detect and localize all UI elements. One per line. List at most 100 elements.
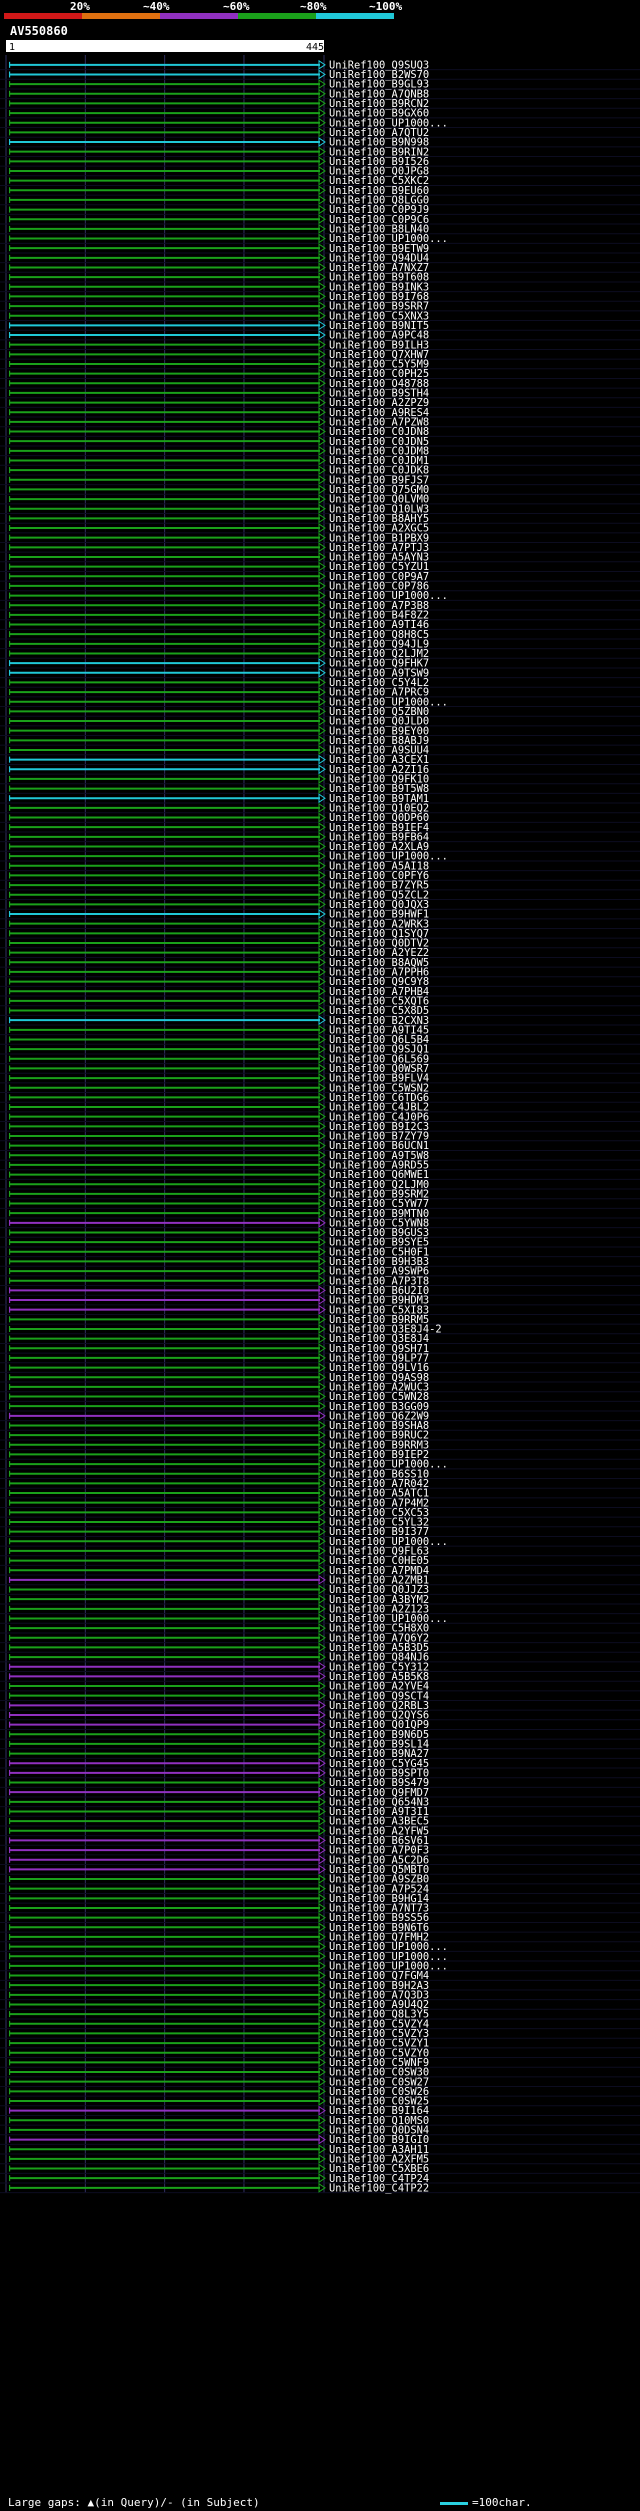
legend-swatch-20	[4, 13, 82, 19]
hit-arrow	[318, 571, 326, 582]
hit-label: UniRef100_Q6L5B4	[329, 1034, 429, 1046]
hit-arrow	[318, 1362, 326, 1373]
hit-row: UniRef100_A7PZW8	[0, 416, 640, 428]
hit-label: UniRef100_A2XGC5	[329, 523, 429, 535]
scale-line	[440, 2501, 468, 2505]
hit-label: UniRef100_A9SZB0	[329, 1874, 429, 1886]
hit-label: UniRef100_C5YW77	[329, 1198, 429, 1210]
hit-arrow	[318, 465, 326, 476]
hit-label: UniRef100_A2YEZ2	[329, 947, 429, 959]
hit-arrow	[318, 387, 326, 398]
hit-arrow	[318, 928, 326, 939]
hit-arrow	[318, 1410, 326, 1421]
hit-label: UniRef100_Q94DU4	[329, 252, 429, 264]
hit-arrow	[318, 1777, 326, 1788]
hit-row: UniRef100_B9NA27	[0, 1748, 640, 1760]
hit-arrow	[318, 1343, 326, 1354]
hit-label: UniRef100_B9SPT0	[329, 1767, 429, 1779]
hit-label: UniRef100_A2WRK3	[329, 918, 429, 930]
hit-arrow	[318, 966, 326, 977]
hit-label: UniRef100_B9NA27	[329, 1748, 429, 1760]
hit-label: UniRef100_Q9SJQ1	[329, 1044, 429, 1056]
hit-row: UniRef100_Q9SCT4	[0, 1690, 640, 1702]
hit-label: UniRef100_UP1000...	[329, 1536, 448, 1548]
hit-label: UniRef100_Q9LP77	[329, 1353, 429, 1365]
hit-row: UniRef100_B9SYE5	[0, 1237, 640, 1249]
hit-arrow	[318, 1758, 326, 1769]
hit-arrow	[318, 1545, 326, 1556]
hit-arrow	[318, 2105, 326, 2116]
hit-arrow	[318, 629, 326, 640]
hit-row: UniRef100_Q9SJQ1	[0, 1044, 640, 1056]
hit-row: UniRef100_C5WN28	[0, 1391, 640, 1403]
hit-arrow	[318, 1024, 326, 1035]
hit-label: UniRef100_UP1000...	[329, 1941, 448, 1953]
hit-arrow	[318, 1208, 326, 1219]
hit-row: UniRef100_B9ETW9	[0, 243, 640, 255]
hit-label: UniRef100_B2CXN3	[329, 1015, 429, 1027]
hit-row: UniRef100_A2XLA9	[0, 841, 640, 853]
hit-row: UniRef100_Q0WSR7	[0, 1063, 640, 1075]
hit-label: UniRef100_A5C2D6	[329, 1854, 429, 1866]
hit-row: UniRef100_A7PRC9	[0, 687, 640, 699]
hit-arrow	[318, 957, 326, 968]
hit-row: UniRef100_B9I377	[0, 1526, 640, 1538]
hit-label: UniRef100_C5YL32	[329, 1517, 429, 1529]
hit-arrow	[318, 1960, 326, 1971]
query-bar	[6, 40, 324, 52]
hit-label: UniRef100_B9SS56	[329, 1912, 429, 1924]
hit-arrow	[318, 1266, 326, 1277]
hit-label: UniRef100_C0P786	[329, 581, 429, 593]
hit-arrow	[318, 262, 326, 273]
hit-label: UniRef100_Q9FK10	[329, 774, 429, 786]
hit-row: UniRef100_C0HE05	[0, 1555, 640, 1567]
hit-arrow	[318, 909, 326, 919]
hit-row: UniRef100_Q75GM0	[0, 484, 640, 496]
hit-label: UniRef100_C0SW27	[329, 2076, 429, 2088]
hit-arrow	[318, 561, 326, 572]
hit-label: UniRef100_C5VZY3	[329, 2028, 429, 2040]
hit-row: UniRef100_Q10LW3	[0, 503, 640, 515]
hit-arrow	[318, 2153, 326, 2164]
hit-arrow	[318, 1806, 326, 1817]
hit-arrow	[318, 1874, 326, 1884]
hit-arrow	[318, 773, 326, 784]
hit-arrow	[318, 69, 326, 80]
hit-label: UniRef100_B9I768	[329, 291, 429, 303]
hit-arrow	[318, 194, 326, 205]
hit-row: UniRef100_B9RCN2	[0, 98, 640, 110]
hit-arrow	[318, 1140, 326, 1151]
hit-row: UniRef100_UP1000...	[0, 1459, 640, 1471]
hit-label: UniRef100_B9I526	[329, 156, 429, 168]
hit-row: UniRef100_A2WRK3	[0, 918, 640, 930]
legend-label-20: 20%	[70, 0, 90, 13]
hit-row: UniRef100_Q9AS98	[0, 1372, 640, 1384]
hit-arrow	[318, 1488, 326, 1498]
hit-row: UniRef100_Q3E8J4-2	[0, 1324, 640, 1336]
hit-label: UniRef100_Q9SCT4	[329, 1690, 429, 1702]
hit-row: UniRef100_B9SHA8	[0, 1420, 640, 1432]
hit-label: UniRef100_A7PHB4	[329, 986, 429, 998]
hit-row: UniRef100_Q9LV16	[0, 1362, 640, 1374]
hit-row: UniRef100_C0JDM8	[0, 445, 640, 457]
hit-row: UniRef100_C5XNX3	[0, 310, 640, 322]
hit-row: UniRef100_Q0LVM0	[0, 494, 640, 506]
hit-label: UniRef100_B9RRM3	[329, 1439, 429, 1451]
hit-label: UniRef100_C5XNX3	[329, 310, 429, 322]
hit-row: UniRef100_A9TI46	[0, 619, 640, 631]
hit-arrow	[318, 2182, 326, 2193]
hit-row: UniRef100_Q10EQ2	[0, 802, 640, 814]
hit-label: UniRef100_C5XKC2	[329, 175, 429, 187]
hit-row: UniRef100_Q6L5B4	[0, 1034, 640, 1046]
hit-arrow	[318, 696, 326, 707]
hit-label: UniRef100_C0PFY6	[329, 870, 429, 882]
hit-row: UniRef100_B9SS56	[0, 1912, 640, 1924]
hit-label: UniRef100_B9HG14	[329, 1893, 429, 1905]
hit-row: UniRef100_C4J0P6	[0, 1111, 640, 1123]
hit-arrow	[318, 1854, 326, 1865]
hit-arrow	[318, 359, 326, 369]
hit-row: UniRef100_C5VZY0	[0, 2047, 640, 2059]
hit-label: UniRef100_A7P3B8	[329, 600, 429, 612]
hit-label: UniRef100_C6TDG6	[329, 1092, 429, 1104]
